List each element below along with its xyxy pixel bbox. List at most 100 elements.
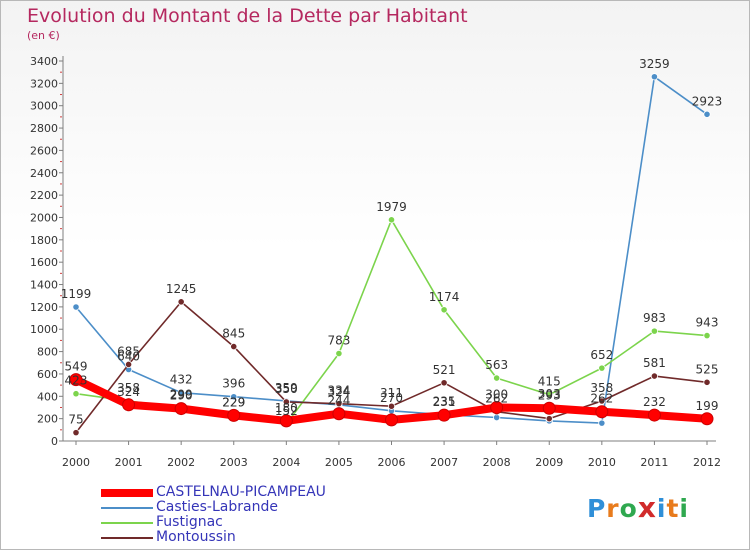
y-tick-label: 1600: [30, 256, 58, 269]
series-point: [700, 412, 714, 426]
data-label: 262: [590, 392, 613, 406]
legend-item: Fustignac: [101, 515, 326, 530]
y-tick-label: 3400: [30, 55, 58, 68]
series-point: [335, 349, 343, 358]
series-point: [279, 414, 293, 428]
chart-title: Evolution du Montant de la Dette par Hab…: [27, 5, 468, 27]
series-point: [598, 397, 606, 405]
data-label: 983: [643, 311, 666, 325]
y-tick-label: 1800: [30, 234, 58, 247]
series-point: [437, 408, 451, 422]
data-label: 303: [538, 387, 561, 401]
series-point: [385, 413, 398, 427]
data-label: 943: [696, 316, 719, 330]
series-point: [595, 405, 609, 419]
y-tick-label: 1200: [30, 301, 58, 314]
series-point: [703, 332, 711, 340]
data-label: 293: [538, 388, 561, 402]
legend-label: Casties-Labrande: [156, 499, 278, 515]
series-point: [122, 398, 136, 412]
series-point: [230, 393, 238, 401]
data-label: 270: [380, 391, 403, 405]
y-tick-label: 3200: [30, 77, 58, 90]
y-tick-label: 1400: [30, 279, 58, 292]
data-label: 1174: [429, 290, 460, 304]
data-label: 75: [68, 413, 83, 427]
data-label: 359: [275, 381, 298, 395]
data-label: 229: [222, 395, 245, 409]
data-label: 521: [433, 363, 456, 377]
data-label: 581: [643, 356, 666, 370]
series-point: [227, 408, 241, 422]
series-point: [124, 360, 133, 369]
data-label: 2923: [692, 94, 723, 108]
y-tick-label: 0: [51, 435, 58, 448]
series-point: [440, 306, 448, 314]
data-label: 229: [222, 395, 245, 409]
x-tick-label: 2012: [693, 456, 721, 469]
y-tick-label: 2000: [30, 211, 58, 224]
series-point: [72, 390, 80, 398]
legend-label: Montoussin: [156, 529, 236, 545]
data-label: 290: [170, 389, 193, 403]
data-label: 423: [65, 374, 88, 388]
data-label: 244: [327, 394, 350, 408]
x-tick-label: 2002: [167, 456, 195, 469]
data-label: 311: [380, 386, 403, 400]
series-point: [647, 408, 661, 422]
y-tick-label: 1000: [30, 323, 58, 336]
data-label: 1245: [166, 282, 197, 296]
chart-legend: CASTELNAU-PICAMPEAU Casties-Labrande Fusti…: [101, 485, 326, 545]
data-label: 685: [117, 344, 140, 358]
data-label: 235: [433, 395, 456, 409]
x-tick-label: 2000: [62, 456, 90, 469]
data-label: 845: [222, 327, 245, 341]
x-tick-label: 2005: [325, 456, 353, 469]
x-tick-label: 2001: [115, 456, 143, 469]
series-point: [230, 342, 238, 351]
x-tick-label: 2007: [430, 456, 458, 469]
data-label: 3259: [639, 57, 670, 71]
legend-swatch: [101, 536, 153, 539]
series-point: [282, 398, 290, 406]
y-tick-label: 800: [37, 346, 58, 359]
series-point: [335, 400, 343, 408]
series-point: [440, 379, 448, 387]
unit-label: (en €): [27, 29, 60, 42]
data-label: 199: [696, 399, 719, 413]
legend-swatch: [101, 488, 153, 497]
legend-swatch: [101, 521, 153, 524]
data-label: 300: [485, 387, 508, 401]
legend-label: CASTELNAU-PICAMPEAU: [156, 484, 326, 500]
series-point: [703, 378, 711, 386]
data-label: 652: [590, 348, 613, 362]
data-label: 783: [327, 333, 350, 347]
data-label: 563: [485, 358, 508, 372]
data-label: 432: [170, 373, 193, 387]
series-point: [493, 374, 501, 382]
x-tick-label: 2008: [483, 456, 511, 469]
x-tick-label: 2003: [220, 456, 248, 469]
series-point: [332, 407, 346, 421]
data-label: 396: [222, 377, 245, 391]
line-chart: 0 200 400 600 800 1000 1200 1400 1600 1800 2000 220…: [30, 55, 723, 469]
series-point: [650, 73, 659, 81]
y-tick-label: 400: [37, 390, 58, 403]
data-label: 232: [643, 395, 666, 409]
data-label: 358: [117, 381, 140, 395]
x-tick-label: 2006: [378, 456, 406, 469]
data-label: 152: [275, 404, 298, 418]
series-point: [545, 415, 553, 423]
series-point: [598, 364, 606, 372]
series-point: [72, 429, 80, 437]
legend-item: Montoussin: [101, 530, 326, 545]
x-tick-label: 2004: [272, 456, 300, 469]
data-label: 640: [117, 349, 140, 363]
data-label: 415: [538, 375, 561, 389]
series-point: [545, 391, 553, 399]
series-point: [177, 389, 185, 397]
series-point: [72, 303, 80, 311]
legend-item: Casties-Labrande: [101, 500, 326, 515]
series-point: [387, 216, 396, 224]
